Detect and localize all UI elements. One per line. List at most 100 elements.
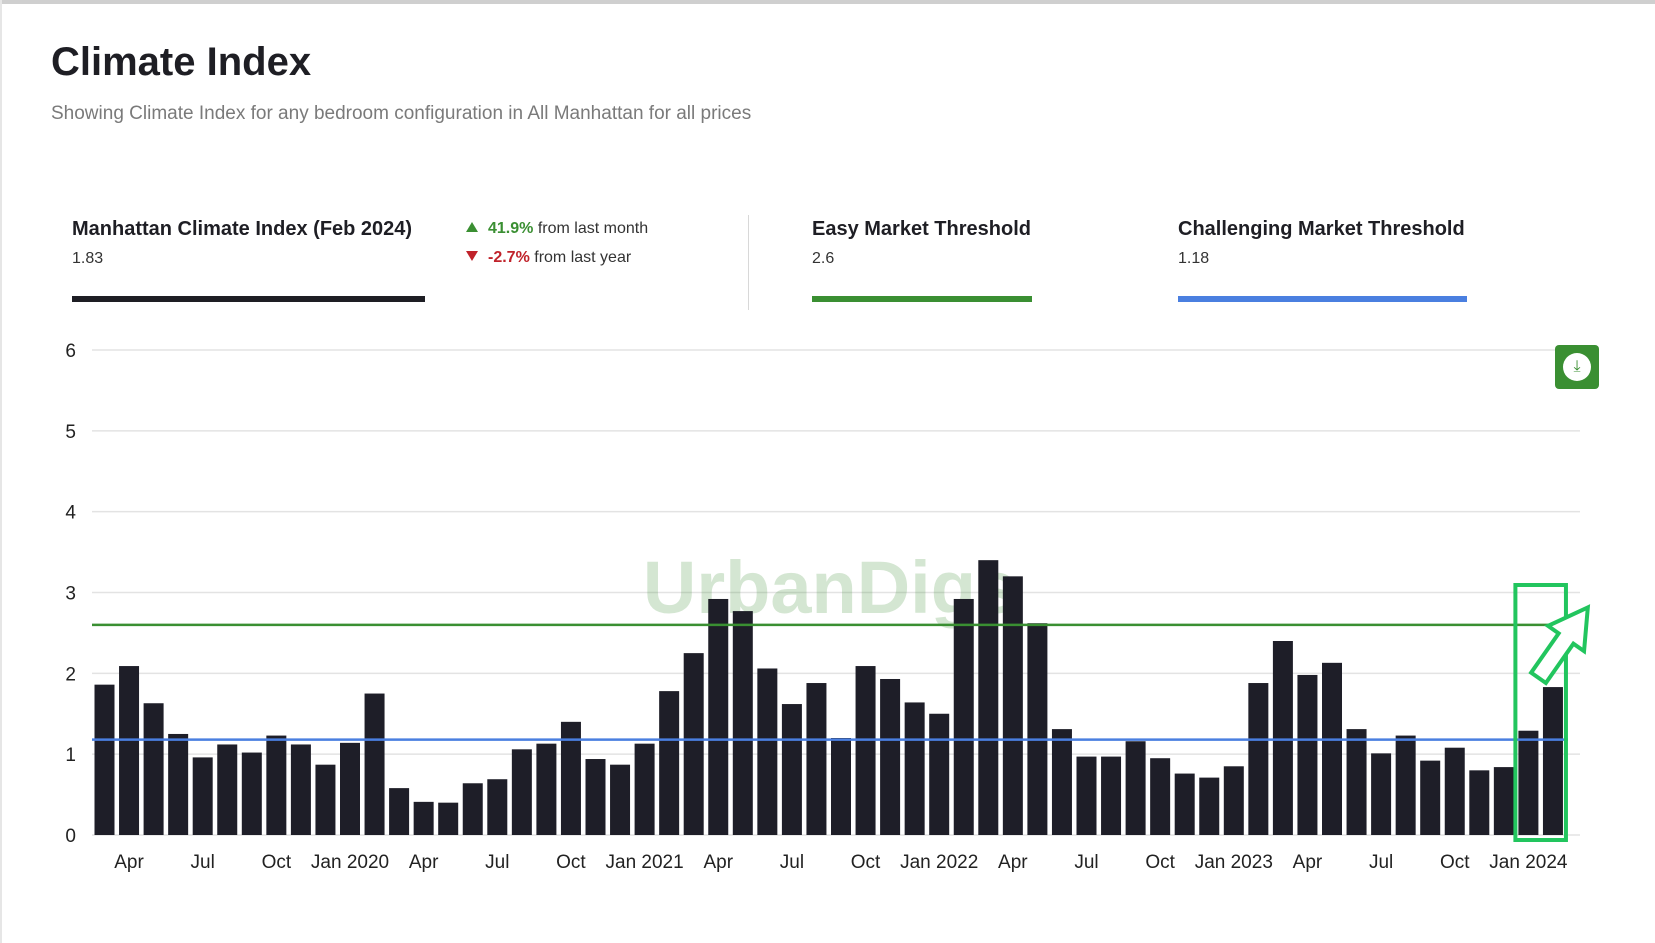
- x-tick-label: Oct: [1145, 852, 1175, 873]
- x-tick-label: Oct: [262, 852, 292, 873]
- bar: [487, 779, 508, 835]
- climate-index-label: Manhattan Climate Index (Feb 2024): [72, 218, 413, 240]
- bar: [290, 744, 311, 835]
- bar: [1125, 741, 1146, 835]
- y-tick-label: 6: [65, 341, 76, 362]
- bar: [978, 560, 999, 835]
- bar: [708, 598, 729, 835]
- challenging-threshold-stat: Challenging Market Threshold 1.18: [1178, 218, 1465, 268]
- x-tick-label: Apr: [703, 852, 733, 873]
- bar: [1420, 760, 1441, 835]
- easy-threshold-stat: Easy Market Threshold 2.6: [812, 218, 1031, 268]
- bar: [1199, 777, 1220, 835]
- highlight-box: [1513, 583, 1568, 842]
- y-tick-label: 1: [65, 745, 76, 766]
- triangle-down-icon: [466, 251, 478, 261]
- bar: [634, 743, 655, 835]
- bar: [168, 733, 189, 835]
- x-tick-label: Apr: [1293, 852, 1323, 873]
- bar: [732, 611, 753, 835]
- bar: [757, 668, 778, 835]
- bar: [659, 691, 680, 835]
- bar: [1444, 747, 1465, 835]
- x-tick-label: Jan 2024: [1489, 852, 1568, 873]
- bar: [1542, 687, 1563, 835]
- bar: [585, 759, 606, 835]
- y-tick-label: 0: [65, 826, 76, 847]
- y-tick-label: 4: [65, 503, 76, 524]
- bar: [413, 801, 434, 835]
- x-tick-label: Jul: [191, 852, 215, 873]
- triangle-up-icon: [466, 222, 478, 232]
- download-icon: ⤓: [1563, 353, 1591, 381]
- y-tick-label: 2: [65, 664, 76, 685]
- challenging-threshold-value: 1.18: [1178, 250, 1210, 267]
- x-tick-label: Jan 2022: [900, 852, 978, 873]
- year-change-text: from last year: [534, 249, 632, 266]
- page-title: Climate Index: [51, 40, 312, 84]
- challenging-threshold-legend-bar: [1178, 296, 1467, 302]
- bar: [217, 744, 238, 835]
- bar: [880, 678, 901, 835]
- x-tick-label: Apr: [998, 852, 1028, 873]
- bar: [1076, 756, 1097, 835]
- x-tick-label: Jan 2021: [606, 852, 684, 873]
- year-change: -2.7% from last year: [466, 249, 631, 267]
- top-border: [0, 0, 1655, 4]
- bar: [1346, 729, 1367, 835]
- bar: [1297, 674, 1318, 835]
- y-tick-label: 5: [65, 422, 76, 443]
- bar: [1322, 662, 1342, 835]
- x-tick-label: Oct: [556, 852, 586, 873]
- bar: [1174, 773, 1195, 835]
- download-button[interactable]: ⤓: [1555, 345, 1599, 389]
- x-tick-label: Jan 2020: [311, 852, 389, 873]
- month-change: 41.9% from last month: [466, 220, 648, 238]
- bar: [536, 743, 557, 835]
- page-subtitle: Showing Climate Index for any bedroom co…: [51, 103, 752, 124]
- x-tick-label: Jul: [1074, 852, 1098, 873]
- bar: [1272, 641, 1293, 835]
- bar: [364, 693, 385, 835]
- x-tick-label: Oct: [1440, 852, 1470, 873]
- x-tick-label: Oct: [851, 852, 881, 873]
- x-tick-label: Apr: [409, 852, 439, 873]
- bar: [1518, 730, 1539, 835]
- bar: [904, 702, 925, 835]
- bar: [315, 764, 336, 835]
- bar: [855, 666, 876, 835]
- bar: [781, 704, 802, 835]
- x-tick-label: Jul: [780, 852, 804, 873]
- bar: [610, 764, 631, 835]
- climate-index-stat: Manhattan Climate Index (Feb 2024) 1.83: [72, 218, 412, 268]
- bar: [1027, 623, 1048, 835]
- bar: [806, 683, 827, 835]
- bar: [683, 653, 704, 835]
- bar: [929, 713, 950, 835]
- climate-index-value: 1.83: [72, 250, 104, 267]
- left-border: [0, 0, 2, 943]
- bar: [511, 749, 532, 835]
- month-change-text: from last month: [537, 220, 649, 237]
- bar: [119, 666, 140, 835]
- bar: [143, 703, 164, 835]
- climate-index-legend-bar: [72, 296, 425, 302]
- month-change-value: 41.9%: [488, 220, 534, 237]
- bar: [266, 735, 287, 835]
- bar: [953, 598, 974, 835]
- bar: [1101, 756, 1122, 835]
- bar: [1248, 683, 1269, 835]
- stats-divider: [748, 215, 749, 310]
- bar: [1371, 753, 1392, 835]
- bar: [1150, 758, 1171, 835]
- bar: [192, 757, 213, 835]
- bar: [1223, 766, 1244, 835]
- bar: [94, 684, 115, 835]
- bar: [831, 738, 851, 835]
- bar: [1002, 576, 1023, 835]
- bar: [438, 802, 459, 835]
- year-change-value: -2.7%: [488, 249, 530, 266]
- y-tick-label: 3: [65, 584, 76, 605]
- x-tick-label: Jan 2023: [1195, 852, 1273, 873]
